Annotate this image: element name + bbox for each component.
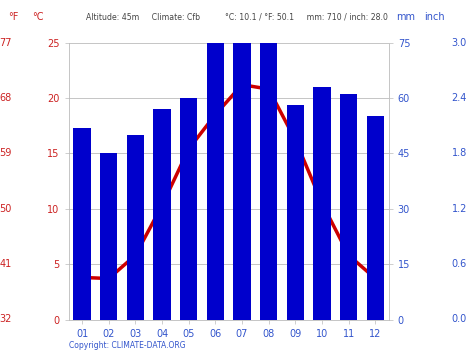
Bar — [100, 153, 118, 320]
Text: 1.2: 1.2 — [452, 204, 467, 214]
Bar — [180, 98, 197, 320]
Text: 2.4: 2.4 — [452, 93, 467, 103]
Text: 68: 68 — [0, 93, 12, 103]
Bar — [260, 24, 277, 320]
Bar — [313, 87, 331, 320]
Text: 1.8: 1.8 — [452, 148, 467, 158]
Text: °C: °C — [32, 12, 44, 22]
Text: inch: inch — [424, 12, 445, 22]
Text: °F: °F — [9, 12, 19, 22]
Bar — [127, 135, 144, 320]
Text: 3.0: 3.0 — [452, 38, 467, 48]
Bar — [207, 24, 224, 320]
Text: 0.0: 0.0 — [452, 315, 467, 324]
Text: mm: mm — [396, 12, 415, 22]
Text: 32: 32 — [0, 315, 12, 324]
Bar — [340, 94, 357, 320]
Text: 41: 41 — [0, 259, 12, 269]
Text: 77: 77 — [0, 38, 12, 48]
Bar — [73, 127, 91, 320]
Text: 59: 59 — [0, 148, 12, 158]
Bar — [367, 116, 384, 320]
Text: Altitude: 45m     Climate: Cfb          °C: 10.1 / °F: 50.1     mm: 710 / inch: : Altitude: 45m Climate: Cfb °C: 10.1 / °F… — [86, 12, 388, 21]
Bar — [233, 28, 251, 320]
Text: 0.6: 0.6 — [452, 259, 467, 269]
Bar — [287, 105, 304, 320]
Text: Copyright: CLIMATE-DATA.ORG: Copyright: CLIMATE-DATA.ORG — [69, 341, 185, 350]
Bar — [154, 109, 171, 320]
Text: 50: 50 — [0, 204, 12, 214]
